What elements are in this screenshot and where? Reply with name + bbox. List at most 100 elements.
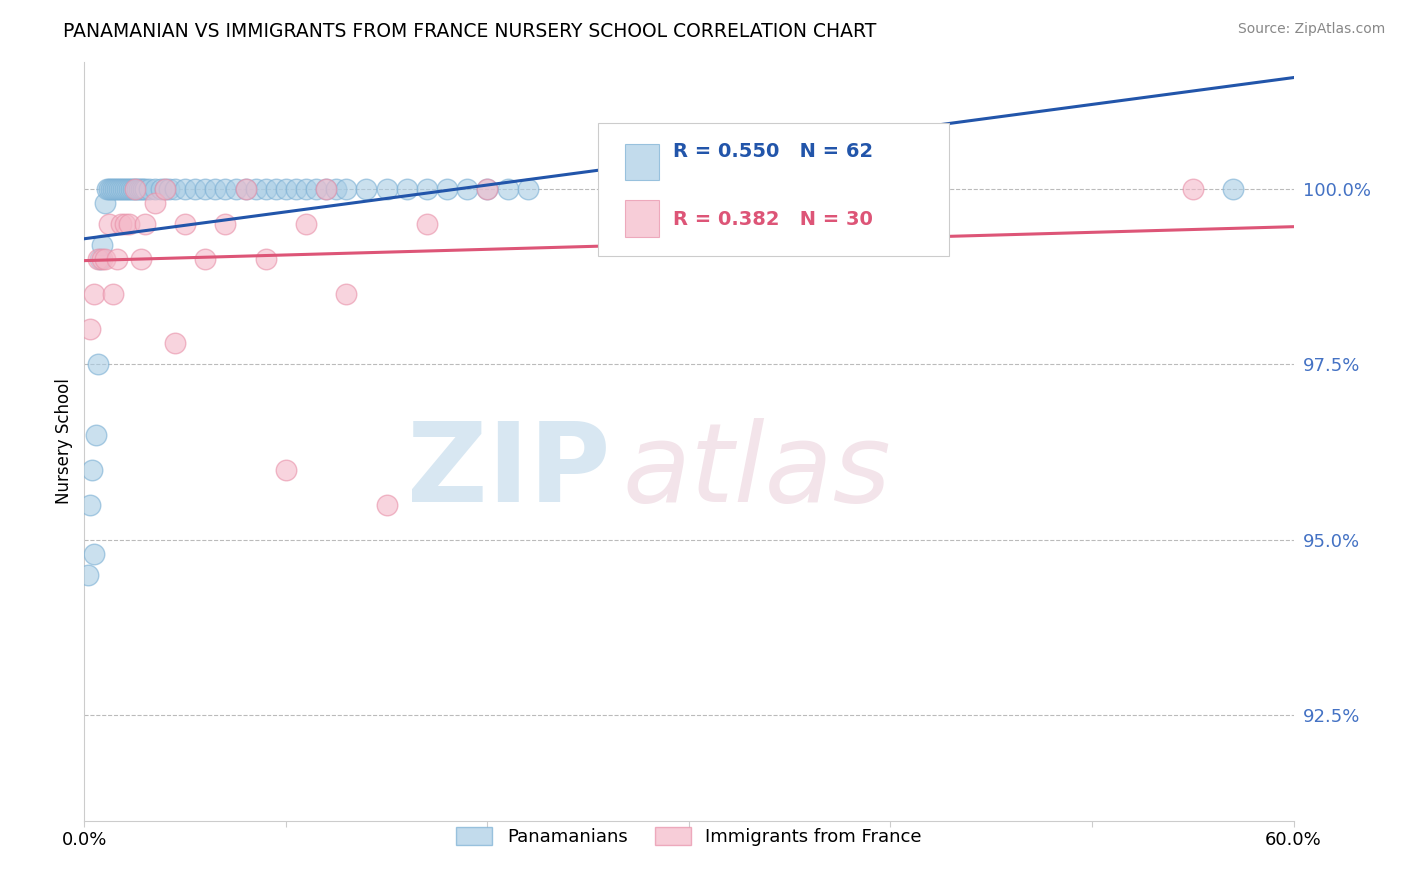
Point — [274, 462, 297, 476]
Point — [134, 217, 156, 231]
Point — [477, 182, 499, 196]
Point — [285, 182, 308, 196]
Text: R = 0.550   N = 62: R = 0.550 N = 62 — [673, 143, 873, 161]
Point — [516, 182, 538, 196]
Point — [121, 182, 143, 196]
Point — [118, 182, 141, 196]
Point — [96, 182, 118, 196]
Point — [97, 182, 120, 196]
Point — [356, 182, 378, 196]
Point — [214, 182, 236, 196]
Point — [496, 182, 519, 196]
Text: ZIP: ZIP — [406, 418, 610, 525]
Point — [83, 287, 105, 301]
Point — [254, 182, 277, 196]
Point — [174, 182, 197, 196]
Point — [93, 195, 115, 210]
Point — [110, 182, 132, 196]
Point — [204, 182, 226, 196]
Point — [118, 217, 141, 231]
Point — [134, 182, 156, 196]
Point — [184, 182, 207, 196]
Point — [82, 462, 104, 476]
Point — [114, 182, 136, 196]
Point — [235, 182, 257, 196]
Point — [101, 287, 124, 301]
Point — [194, 182, 217, 196]
Point — [305, 182, 328, 196]
Point — [107, 182, 129, 196]
Point — [153, 182, 176, 196]
Point — [87, 357, 110, 371]
Point — [83, 547, 105, 561]
Text: R = 0.382   N = 30: R = 0.382 N = 30 — [673, 210, 873, 229]
Point — [143, 195, 166, 210]
Point — [124, 182, 146, 196]
Point — [375, 182, 398, 196]
Bar — [624, 201, 659, 236]
Point — [129, 252, 152, 266]
Point — [274, 182, 297, 196]
Point — [335, 287, 357, 301]
Y-axis label: Nursery School: Nursery School — [55, 378, 73, 505]
Bar — [624, 144, 659, 180]
Point — [214, 217, 236, 231]
FancyBboxPatch shape — [599, 123, 949, 256]
Point — [477, 182, 499, 196]
Point — [416, 182, 439, 196]
Point — [436, 182, 458, 196]
Point — [264, 182, 287, 196]
Point — [325, 182, 347, 196]
Point — [114, 217, 136, 231]
Point — [143, 182, 166, 196]
Text: PANAMANIAN VS IMMIGRANTS FROM FRANCE NURSERY SCHOOL CORRELATION CHART: PANAMANIAN VS IMMIGRANTS FROM FRANCE NUR… — [63, 22, 877, 41]
Point — [105, 182, 128, 196]
Point — [375, 498, 398, 512]
Point — [165, 336, 187, 351]
Point — [89, 252, 111, 266]
Point — [101, 182, 124, 196]
Point — [157, 182, 180, 196]
Point — [79, 498, 101, 512]
Point — [395, 182, 418, 196]
Point — [456, 182, 478, 196]
Point — [315, 182, 337, 196]
Point — [104, 182, 127, 196]
Point — [149, 182, 172, 196]
Point — [91, 238, 114, 252]
Point — [105, 252, 128, 266]
Point — [153, 182, 176, 196]
Point — [165, 182, 187, 196]
Text: atlas: atlas — [623, 418, 891, 525]
Point — [225, 182, 247, 196]
Point — [115, 182, 138, 196]
Point — [235, 182, 257, 196]
Text: Source: ZipAtlas.com: Source: ZipAtlas.com — [1237, 22, 1385, 37]
Point — [254, 252, 277, 266]
Point — [295, 182, 318, 196]
Point — [91, 252, 114, 266]
Point — [138, 182, 160, 196]
Point — [97, 217, 120, 231]
Point — [1222, 182, 1244, 196]
Point — [124, 182, 146, 196]
Legend: Panamanians, Immigrants from France: Panamanians, Immigrants from France — [449, 820, 929, 854]
Point — [194, 252, 217, 266]
Point — [120, 182, 142, 196]
Point — [100, 182, 122, 196]
Point — [245, 182, 267, 196]
Point — [132, 182, 155, 196]
Point — [79, 322, 101, 336]
Point — [111, 182, 134, 196]
Point — [87, 252, 110, 266]
Point — [416, 217, 439, 231]
Point — [129, 182, 152, 196]
Point — [335, 182, 357, 196]
Point — [93, 252, 115, 266]
Point — [125, 182, 148, 196]
Point — [174, 217, 197, 231]
Point — [77, 568, 100, 582]
Point — [1181, 182, 1204, 196]
Point — [86, 427, 108, 442]
Point — [128, 182, 150, 196]
